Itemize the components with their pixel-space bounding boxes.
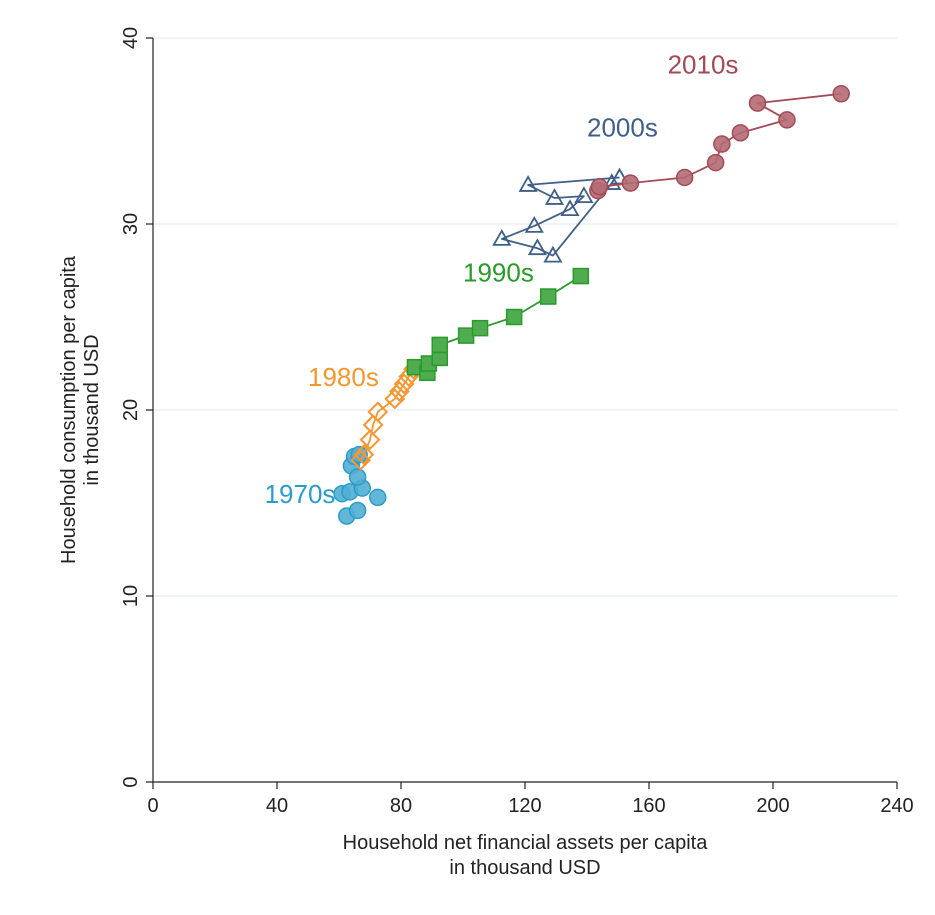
x-tick-label: 80 xyxy=(390,795,412,817)
data-point xyxy=(353,444,375,466)
data-point xyxy=(713,135,731,153)
decade-label-1980s: 1980s xyxy=(308,362,379,392)
x-tick-label: 40 xyxy=(266,795,288,817)
data-point xyxy=(778,111,796,129)
data-point xyxy=(574,186,594,204)
y-tick-label: 40 xyxy=(120,27,142,49)
data-point xyxy=(540,288,557,305)
data-point xyxy=(731,124,750,142)
data-point xyxy=(675,168,694,187)
x-tick-label: 200 xyxy=(756,795,789,817)
data-point xyxy=(706,153,725,172)
y-axis-title-line1: Household consumption per capita xyxy=(58,255,80,564)
data-point xyxy=(527,238,547,256)
data-point xyxy=(518,175,538,192)
tick-labels: 0 40 80 120 160 200 240 0 10 20 30 40 xyxy=(120,27,914,817)
data-point xyxy=(590,178,609,196)
data-point xyxy=(505,308,523,326)
decade-label-2010s: 2010s xyxy=(668,49,739,79)
series-2010s xyxy=(589,85,850,200)
data-point xyxy=(348,468,367,486)
data-point xyxy=(524,216,544,233)
data-point xyxy=(832,85,850,103)
decade-label-2000s: 2000s xyxy=(587,113,658,143)
data-point xyxy=(572,267,590,285)
data-point xyxy=(389,380,410,402)
data-point xyxy=(492,229,512,246)
y-tick-label: 0 xyxy=(120,776,142,787)
decade-labels: 1970s 1980s 1990s 2000s 2010s xyxy=(265,49,739,509)
series-layer xyxy=(333,85,850,525)
data-point xyxy=(348,501,367,520)
data-point xyxy=(369,488,387,507)
data-point xyxy=(359,429,381,451)
y-tick-label: 10 xyxy=(120,585,142,607)
x-tick-label: 0 xyxy=(147,795,158,817)
data-point xyxy=(602,173,622,190)
axes xyxy=(146,37,898,789)
data-point xyxy=(544,188,565,205)
gridlines xyxy=(153,37,897,597)
series-1990s xyxy=(406,267,590,382)
data-point xyxy=(393,373,415,395)
data-point xyxy=(350,445,368,464)
decade-label-1970s: 1970s xyxy=(265,479,336,509)
series-line-2000s xyxy=(500,176,620,257)
data-point xyxy=(362,414,384,436)
data-point xyxy=(367,401,389,423)
data-point xyxy=(621,174,640,192)
series-1970s xyxy=(333,445,387,525)
data-point xyxy=(431,336,448,354)
x-axis-title-line1: Household net financial assets per capit… xyxy=(343,832,709,854)
x-tick-label: 160 xyxy=(632,795,665,817)
data-point xyxy=(748,94,767,112)
series-line-2010s xyxy=(596,92,842,191)
y-axis-title-line2: in thousand USD xyxy=(81,334,103,485)
data-point xyxy=(350,449,372,471)
decade-label-1990s: 1990s xyxy=(463,258,534,288)
y-tick-label: 20 xyxy=(120,399,142,421)
data-point xyxy=(471,319,489,337)
series-line-1980s xyxy=(359,368,415,461)
x-tick-label: 240 xyxy=(880,795,913,817)
data-point xyxy=(560,199,580,217)
data-point xyxy=(543,245,563,263)
y-tick-label: 30 xyxy=(120,213,142,235)
x-axis-title-line2: in thousand USD xyxy=(449,857,600,879)
data-point xyxy=(384,388,406,410)
x-tick-label: 120 xyxy=(508,795,541,817)
data-point xyxy=(457,327,475,344)
